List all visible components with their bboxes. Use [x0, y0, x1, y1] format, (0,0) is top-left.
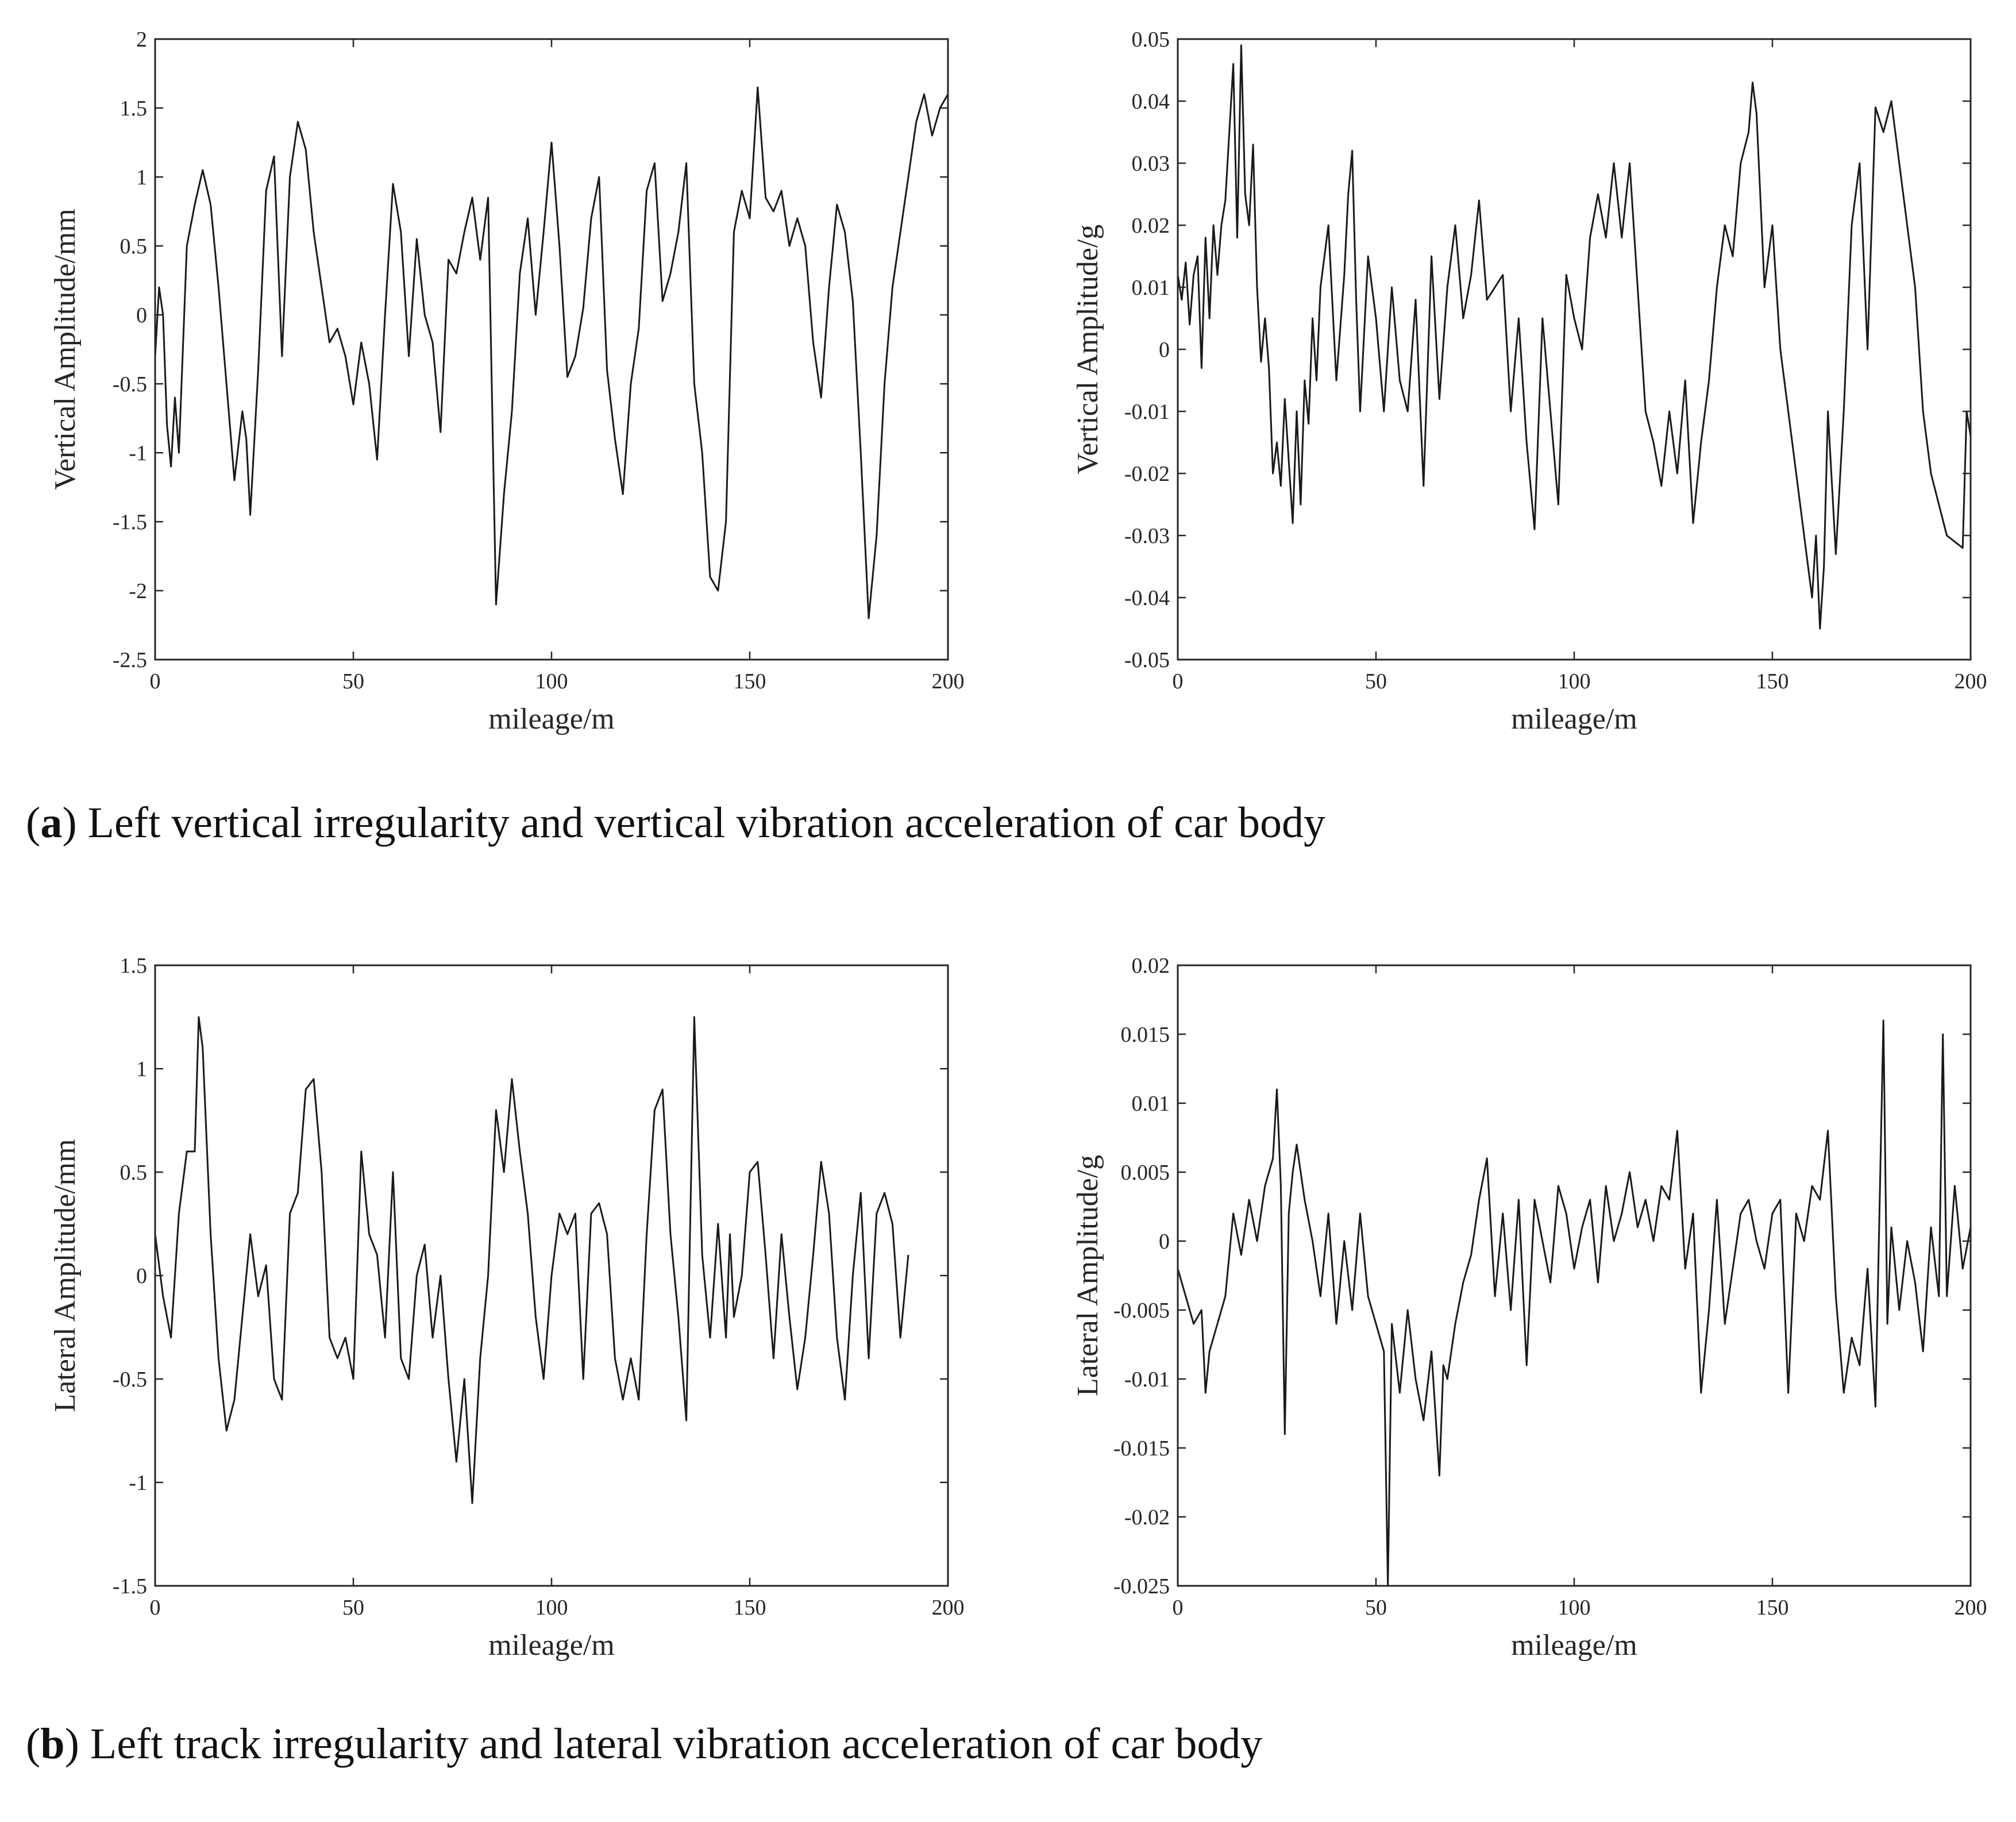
x-tick-label: 200: [932, 1596, 965, 1620]
x-tick-label: 50: [1365, 669, 1387, 694]
y-tick-label: -0.015: [1113, 1436, 1170, 1461]
y-tick-label: -0.05: [1124, 648, 1170, 672]
x-tick-label: 150: [1756, 1596, 1789, 1620]
x-tick-label: 50: [1365, 1596, 1387, 1620]
y-tick-label: 0.01: [1132, 276, 1170, 300]
x-axis-label: mileage/m: [1511, 1629, 1637, 1662]
y-axis-label: Lateral Amplitude/mm: [49, 1139, 82, 1412]
x-axis-label: mileage/m: [488, 1629, 614, 1662]
y-tick-label: 0.04: [1132, 90, 1170, 114]
y-tick-label: 0.05: [1132, 28, 1170, 52]
x-tick-label: 50: [342, 1596, 364, 1620]
y-tick-label: 0.03: [1132, 152, 1170, 176]
y-tick-label: -0.01: [1124, 400, 1170, 424]
y-tick-label: -0.5: [113, 1368, 147, 1392]
y-tick-label: 0: [1159, 1230, 1170, 1254]
y-tick-label: -1: [129, 1471, 147, 1495]
y-tick-label: -1.5: [113, 510, 147, 534]
y-tick-label: -0.04: [1124, 586, 1170, 610]
y-tick-label: -0.005: [1113, 1299, 1170, 1323]
x-tick-label: 100: [535, 1596, 568, 1620]
y-tick-label: -0.03: [1124, 524, 1170, 548]
y-tick-label: -1: [129, 441, 147, 465]
chart-a-left: 0 50 100 150 200 -2.5 -2 -1.5 -1 -0.5 0 0.5 1 1.5 2 mil…: [49, 28, 965, 735]
x-tick-label: 100: [1558, 669, 1591, 694]
x-tick-label: 0: [1173, 1596, 1184, 1620]
chart-b-left: 0 50 100 150 200 -1.5 -1 -0.5 0 0.5 1 1.5 mileage/m L…: [49, 954, 965, 1662]
axes-frame: [154, 38, 949, 661]
caption-a: (a) Left vertical irregularity and verti…: [26, 799, 1325, 847]
y-tick-label: -1.5: [113, 1574, 147, 1598]
x-tick-label: 100: [535, 669, 568, 694]
y-tick-label: 1: [136, 165, 147, 190]
y-axis-label: Vertical Amplitude/g: [1071, 225, 1104, 475]
series-line: [1177, 1019, 1972, 1587]
x-tick-label: 150: [1756, 669, 1789, 694]
series-line: [154, 1016, 909, 1504]
y-tick-label: 0.015: [1121, 1023, 1170, 1047]
x-tick-label: 150: [734, 669, 766, 694]
y-axis-label: Vertical Amplitude/mm: [49, 209, 82, 490]
y-tick-label: 1: [136, 1057, 147, 1081]
x-tick-label: 150: [734, 1596, 766, 1620]
y-tick-label: 0.01: [1132, 1092, 1170, 1116]
x-tick-label: 0: [150, 669, 161, 694]
caption-a-letter: a: [40, 799, 62, 847]
x-axis-label: mileage/m: [488, 703, 614, 735]
y-tick-label: 0.5: [120, 234, 148, 259]
y-tick-label: 2: [136, 28, 147, 52]
x-tick-label: 0: [1173, 669, 1184, 694]
y-tick-label: -0.01: [1124, 1368, 1170, 1392]
y-tick-label: -0.02: [1124, 462, 1170, 486]
caption-b-letter: b: [40, 1720, 64, 1768]
y-tick-label: -0.025: [1113, 1574, 1170, 1598]
caption-b: (b) Left track irregularity and lateral …: [26, 1720, 1262, 1768]
y-tick-label: -0.02: [1124, 1505, 1170, 1530]
y-tick-label: 0: [136, 303, 147, 328]
axes-frame: [1177, 964, 1972, 1587]
x-tick-label: 0: [150, 1596, 161, 1620]
y-tick-label: 0.005: [1121, 1161, 1170, 1185]
series-line: [1177, 44, 1972, 630]
y-tick-label: -2: [129, 579, 147, 603]
caption-b-text: Left track irregularity and lateral vibr…: [79, 1720, 1262, 1768]
y-tick-label: -0.5: [113, 372, 147, 396]
series-line: [154, 86, 949, 619]
y-tick-label: 0.02: [1132, 214, 1170, 238]
axes-frame: [1177, 38, 1972, 661]
x-tick-label: 50: [342, 669, 364, 694]
x-axis-label: mileage/m: [1511, 703, 1637, 735]
chart-a-right: 0 50 100 150 200 -0.05 -0.04 -0.03 -0.02 -0.01 0 0.…: [1071, 28, 1987, 735]
y-tick-label: -2.5: [113, 648, 147, 672]
y-tick-label: 0: [1159, 338, 1170, 362]
y-tick-label: 0: [136, 1264, 147, 1288]
y-tick-label: 0.5: [120, 1161, 148, 1185]
y-tick-label: 0.02: [1132, 954, 1170, 978]
y-axis-label: Lateral Amplitude/g: [1071, 1155, 1104, 1396]
x-tick-label: 200: [932, 669, 965, 694]
x-tick-label: 200: [1955, 669, 1987, 694]
x-tick-label: 100: [1558, 1596, 1591, 1620]
chart-b-right: 0 50 100 150 200 -0.025 -0.02 -0.015 -0.01 -0.005…: [1071, 954, 1987, 1662]
x-tick-label: 200: [1955, 1596, 1987, 1620]
y-tick-label: 1.5: [120, 954, 148, 978]
caption-a-text: Left vertical irregularity and vertical …: [77, 799, 1325, 847]
y-tick-label: 1.5: [120, 97, 148, 121]
